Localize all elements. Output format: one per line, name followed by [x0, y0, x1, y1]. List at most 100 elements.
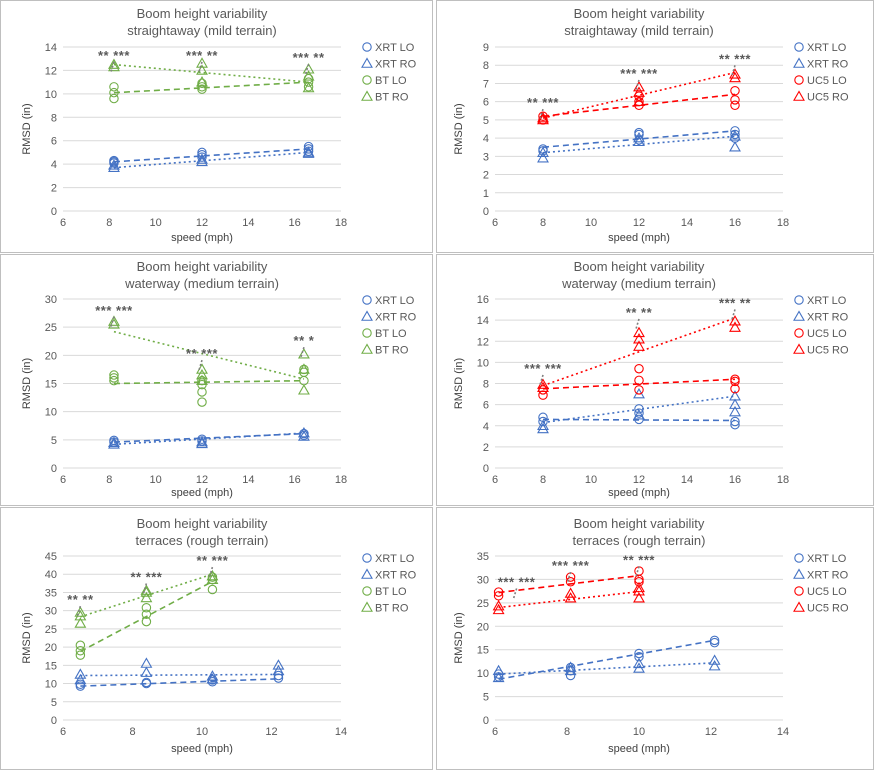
x-tick-label: 14 — [681, 474, 693, 486]
data-point — [108, 58, 120, 69]
x-tick-label: 12 — [196, 474, 208, 486]
significance-annotation: ** *** — [98, 48, 130, 63]
chart-subtitle: waterway (medium terrain) — [124, 276, 279, 291]
significance-annotation: *** *** — [552, 558, 590, 573]
data-point — [729, 71, 741, 83]
y-tick-label: 4 — [483, 421, 489, 433]
legend-label: BT LO — [375, 586, 407, 598]
data-point — [108, 318, 120, 329]
x-axis-label: speed (mph) — [171, 232, 233, 244]
annotation-leader — [635, 79, 640, 91]
data-point — [302, 70, 315, 81]
data-point — [564, 587, 577, 598]
y-tick-label: 0 — [483, 206, 489, 218]
chart-panel-6: Boom height variability terraces (rough t… — [436, 507, 874, 770]
data-point — [634, 651, 644, 662]
data-point — [302, 147, 315, 158]
x-tick-label: 6 — [60, 217, 66, 229]
data-point — [197, 78, 207, 89]
legend-marker — [793, 601, 805, 612]
legend-label: UC5 LO — [807, 328, 847, 340]
data-point — [196, 437, 208, 449]
y-tick-label: 20 — [477, 621, 489, 633]
x-tick-label: 10 — [150, 217, 162, 229]
data-point — [206, 673, 219, 684]
data-point — [633, 86, 645, 97]
y-tick-label: 30 — [45, 606, 57, 618]
legend-marker — [794, 328, 804, 338]
y-axis-label: RMSD (in) — [453, 103, 465, 154]
trendline — [498, 590, 640, 609]
y-tick-label: 10 — [45, 679, 57, 691]
data-point — [273, 670, 284, 681]
data-point — [140, 591, 153, 603]
y-tick-label: 14 — [45, 42, 57, 54]
data-point — [634, 385, 644, 395]
annotation-leader — [512, 588, 518, 599]
legend-marker — [793, 90, 805, 101]
legend-label: XRT RO — [807, 312, 849, 324]
data-point — [730, 100, 740, 111]
trendline — [113, 81, 309, 94]
chart-title: Boom height variability — [574, 516, 705, 531]
data-point — [141, 677, 152, 688]
y-tick-label: 20 — [45, 350, 57, 362]
annotation-leader — [539, 374, 544, 386]
data-point — [75, 646, 86, 656]
annotation-leader — [635, 566, 640, 577]
y-tick-label: 30 — [45, 294, 57, 306]
x-tick-label: 6 — [492, 726, 498, 738]
data-point — [633, 585, 645, 596]
y-tick-label: 8 — [51, 112, 57, 124]
data-point — [492, 664, 505, 676]
data-point — [729, 390, 741, 401]
data-point — [492, 600, 505, 611]
data-point — [197, 397, 207, 407]
chart-panel-1: Boom height variability straightaway (mil… — [0, 0, 433, 253]
y-tick-label: 20 — [45, 642, 57, 654]
data-point — [272, 664, 285, 676]
y-tick-label: 10 — [45, 407, 57, 419]
legend-label: XRT RO — [375, 570, 417, 582]
x-tick-label: 16 — [289, 217, 301, 229]
legend-marker — [362, 586, 372, 596]
chart-title: Boom height variability — [574, 259, 705, 274]
x-axis-label: speed (mph) — [608, 487, 670, 499]
data-point — [633, 340, 645, 351]
data-point — [108, 436, 120, 447]
y-tick-label: 7 — [483, 78, 489, 90]
chart-svg: Boom height variability straightaway (mil… — [21, 6, 417, 244]
y-tick-label: 4 — [51, 159, 57, 171]
x-tick-label: 16 — [729, 217, 741, 229]
data-point — [109, 435, 119, 446]
y-tick-label: 10 — [477, 357, 489, 369]
x-tick-label: 10 — [585, 474, 597, 486]
data-point — [729, 321, 741, 332]
annotation-leader — [142, 583, 148, 594]
x-tick-label: 12 — [633, 474, 645, 486]
data-point — [730, 384, 740, 394]
trendline — [113, 148, 309, 163]
data-point — [272, 659, 285, 670]
x-tick-label: 14 — [681, 217, 693, 229]
annotation-leader — [731, 65, 736, 76]
data-point — [207, 572, 218, 582]
y-tick-label: 6 — [483, 400, 489, 412]
data-point — [633, 326, 645, 338]
legend-marker — [794, 42, 804, 52]
y-tick-label: 2 — [51, 183, 57, 195]
legend-marker — [361, 343, 373, 354]
data-point — [75, 679, 86, 690]
data-point — [197, 434, 207, 445]
data-point — [297, 426, 310, 438]
annotation-leader — [731, 309, 736, 320]
y-tick-label: 16 — [477, 294, 489, 306]
annotation-leader — [198, 61, 203, 73]
y-tick-label: 10 — [45, 89, 57, 101]
data-point — [196, 374, 208, 385]
legend-marker — [361, 90, 373, 101]
annotation-leader — [110, 61, 115, 73]
annotation-leader — [76, 605, 82, 617]
significance-annotation: *** *** — [620, 66, 658, 81]
significance-annotation: *** ** — [293, 50, 325, 65]
